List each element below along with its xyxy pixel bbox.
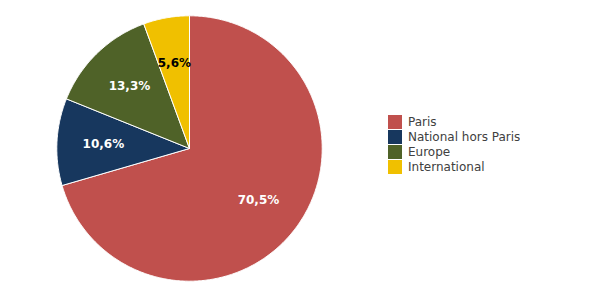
- html-text:Europe: Europe: [408, 145, 451, 159]
- svg-text:5,6%: 5,6%: [158, 56, 191, 70]
- svg-text:10,6%: 10,6%: [83, 137, 125, 151]
- html-text:National hors Paris: National hors Paris: [408, 130, 521, 144]
- html-text:Paris: Paris: [408, 115, 437, 129]
- svg-text:13,3%: 13,3%: [109, 79, 151, 93]
- html-text:International: International: [408, 160, 485, 174]
- svg-text:70,5%: 70,5%: [238, 193, 280, 207]
